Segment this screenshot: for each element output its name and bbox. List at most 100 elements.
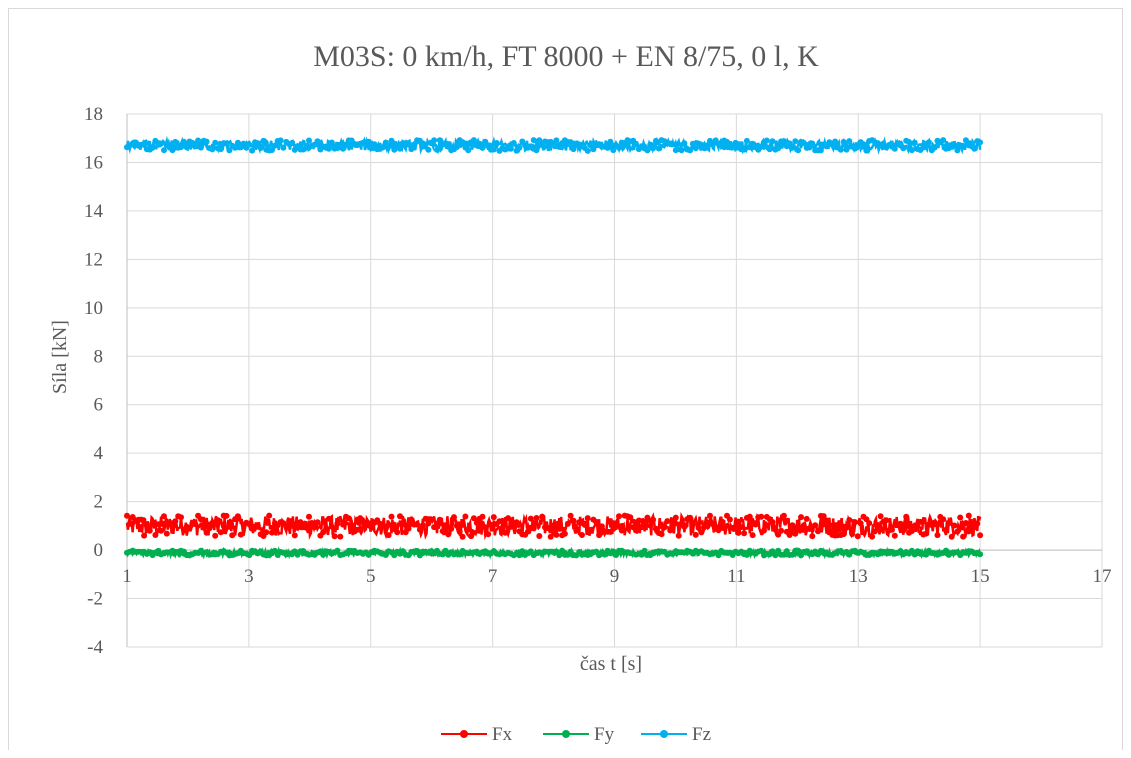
data-point-fx (840, 531, 847, 538)
data-point-fz (470, 137, 477, 144)
data-point-fx (593, 518, 600, 525)
data-point-fx (647, 522, 654, 529)
data-point-fz (234, 139, 241, 146)
data-point-fx (923, 530, 930, 537)
data-point-fz (607, 138, 614, 145)
data-point-fz (860, 141, 867, 148)
data-point-fx (746, 513, 753, 520)
data-point-fx (399, 521, 406, 528)
data-point-fy (559, 547, 566, 554)
x-tick-label: 5 (366, 566, 376, 587)
data-point-fx (866, 520, 873, 527)
data-point-fx (769, 519, 776, 525)
data-point-fz (652, 137, 659, 144)
data-point-fx (539, 513, 546, 520)
data-point-fy (641, 547, 648, 554)
data-point-fz (411, 141, 418, 148)
y-tick-label: 4 (94, 443, 104, 464)
data-point-fz (670, 141, 676, 148)
data-point-fx (416, 526, 423, 533)
data-point-fz (254, 140, 261, 147)
data-point-fx (809, 533, 816, 540)
data-point-fx (155, 521, 162, 528)
data-point-fx (314, 519, 321, 526)
data-point-fy (715, 552, 722, 559)
data-point-fz (678, 147, 685, 154)
data-point-fy (556, 552, 563, 559)
data-point-fx (146, 527, 153, 534)
data-point-fx (217, 529, 224, 536)
data-point-fz (365, 138, 372, 145)
data-point-fx (397, 513, 403, 520)
legend: Fx Fy Fz (441, 724, 711, 745)
data-point-fz (846, 138, 853, 145)
data-point-fx (525, 528, 531, 535)
data-point-fz (169, 147, 176, 154)
data-point-fz (388, 137, 395, 144)
data-point-fz (837, 146, 844, 153)
data-point-fz (425, 146, 432, 153)
data-point-fx (689, 521, 696, 528)
data-point-fx (496, 518, 503, 525)
data-point-fx (664, 518, 671, 525)
data-point-fx (556, 525, 563, 532)
data-point-fz (183, 144, 190, 151)
data-point-fz (951, 142, 958, 149)
data-point-fz (692, 145, 699, 152)
data-point-fx (178, 514, 184, 521)
data-point-fx (266, 512, 273, 519)
data-point-fz (911, 139, 918, 146)
data-point-fx (707, 512, 713, 519)
data-point-fy (758, 547, 765, 554)
data-point-fx (291, 532, 298, 539)
data-point-fx (209, 519, 216, 526)
data-point-fz (741, 146, 748, 153)
data-point-fx (570, 517, 577, 524)
data-point-fx (675, 532, 682, 539)
data-point-fx (786, 532, 793, 538)
data-point-fx (883, 517, 890, 524)
y-tick-label: 12 (84, 249, 103, 270)
data-point-fx (658, 531, 665, 538)
data-point-fz (303, 142, 310, 149)
data-point-fz (493, 140, 500, 146)
data-point-fz (379, 144, 386, 151)
data-point-fx (957, 514, 964, 521)
data-point-fz (516, 144, 523, 151)
data-point-fx (584, 515, 591, 522)
data-point-fx (297, 519, 304, 526)
data-point-fx (914, 523, 921, 530)
data-point-fx (385, 532, 392, 539)
data-point-fx (854, 533, 861, 540)
data-point-fx (408, 516, 415, 523)
data-point-fx (288, 519, 295, 526)
data-point-fx (206, 525, 213, 532)
data-point-fx (778, 527, 785, 534)
data-point-fx (874, 524, 881, 531)
data-point-fx (237, 531, 244, 538)
data-point-fz (687, 147, 694, 154)
series-fy (124, 545, 984, 560)
data-point-fx (627, 514, 634, 521)
y-axis-title: Síla [kN] (49, 320, 71, 394)
data-point-fz (533, 147, 540, 154)
x-tick-label: 1 (122, 566, 132, 587)
data-point-fz (590, 146, 597, 153)
data-point-fx (701, 524, 708, 531)
data-point-fx (456, 528, 463, 535)
data-point-fx (780, 512, 787, 519)
data-point-fy (613, 552, 620, 558)
data-point-fx (661, 524, 668, 531)
data-point-fz (405, 141, 412, 148)
data-point-fz (960, 142, 967, 149)
data-point-fz (209, 146, 216, 153)
data-point-fz (789, 143, 796, 150)
y-tick-label: 2 (94, 492, 104, 513)
data-point-fz (408, 146, 415, 153)
data-point-fx (672, 514, 679, 521)
data-point-fx (328, 523, 335, 530)
data-point-fx (721, 525, 728, 532)
data-point-fx (470, 515, 477, 522)
data-point-fx (581, 521, 588, 528)
chart-container: M03S: 0 km/h, FT 8000 + EN 8/75, 0 l, K … (8, 8, 1123, 750)
